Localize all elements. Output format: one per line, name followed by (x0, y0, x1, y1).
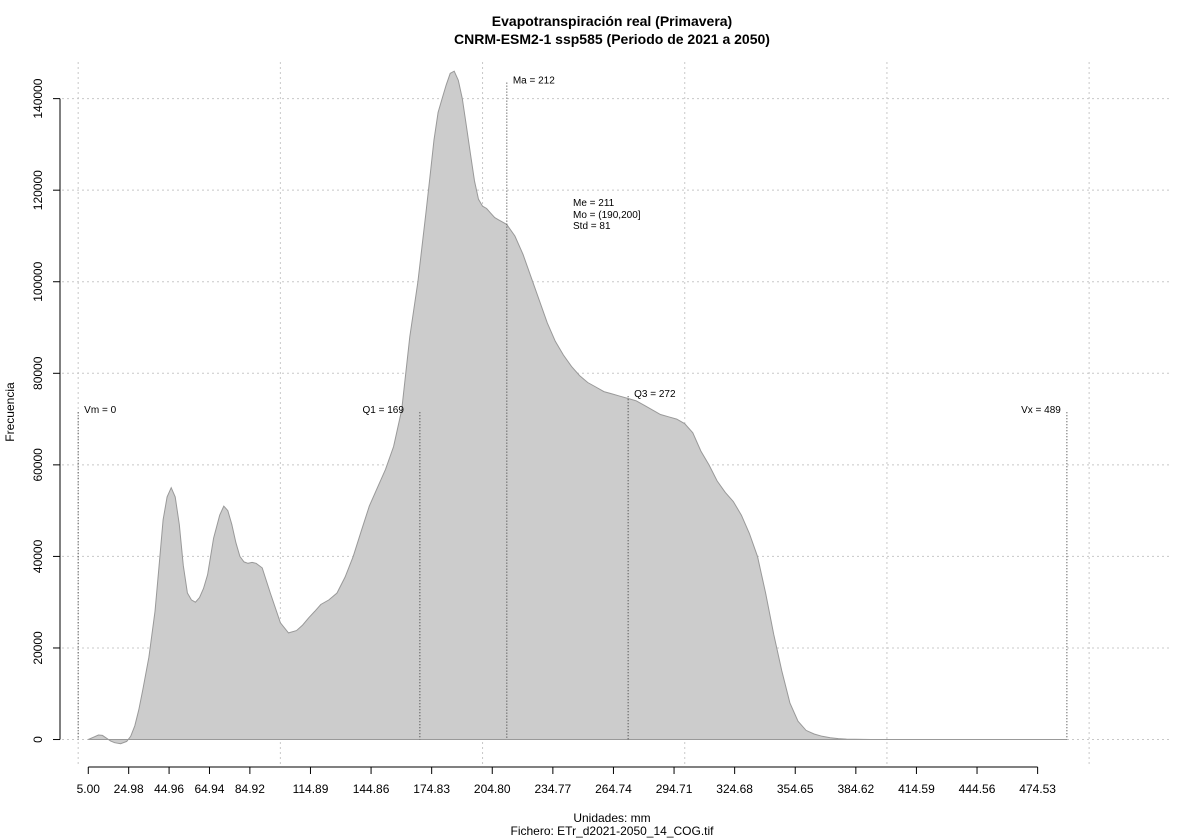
x-axis-label: Unidades: mm (573, 811, 650, 825)
x-tick-label: 204.80 (474, 782, 511, 796)
x-tick-label: 24.98 (114, 782, 144, 796)
y-tick-label: 40000 (31, 539, 45, 573)
marker-label: Vm = 0 (84, 405, 116, 416)
x-tick-label: 444.56 (959, 782, 996, 796)
x-tick-label: 114.89 (293, 782, 329, 796)
x-tick-label: 5.00 (77, 782, 101, 796)
x-tick-label: 144.86 (353, 782, 390, 796)
x-tick-label: 324.68 (716, 782, 753, 796)
x-tick-label: 294.71 (656, 782, 693, 796)
chart-title: Evapotranspiración real (Primavera) (492, 13, 732, 29)
file-name-label: Fichero: ETr_d2021-2050_14_COG.tif (511, 824, 715, 838)
x-tick-label: 84.92 (235, 782, 265, 796)
x-tick-label: 414.59 (898, 782, 935, 796)
y-tick-label: 140000 (31, 78, 45, 118)
x-tick-label: 384.62 (837, 782, 874, 796)
y-tick-label: 0 (31, 736, 45, 743)
y-axis-label: Frecuencia (3, 382, 17, 442)
x-tick-label: 354.65 (777, 782, 814, 796)
y-tick-label: 120000 (31, 170, 45, 210)
chart-subtitle: CNRM-ESM2-1 ssp585 (Periodo de 2021 a 20… (454, 31, 770, 47)
x-tick-label: 174.83 (413, 782, 450, 796)
x-tick-label: 264.74 (595, 782, 632, 796)
x-tick-label: 64.94 (194, 782, 224, 796)
marker-label: Ma = 212 (513, 76, 555, 87)
y-tick-label: 80000 (31, 356, 45, 390)
y-tick-label: 100000 (31, 261, 45, 301)
axes: 5.00 24.98 44.96 64.94 84.92 114.89 144.86 174.… (31, 78, 1056, 796)
marker-label: Q3 = 272 (634, 389, 676, 400)
mode-label: Mo = (190,200] (573, 210, 641, 221)
x-tick-label: 44.96 (154, 782, 184, 796)
median-label: Me = 211 (573, 198, 615, 209)
density-area (88, 70, 1067, 745)
std-label: Std = 81 (573, 221, 611, 232)
y-tick-label: 60000 (31, 448, 45, 482)
marker-label: Q1 = 169 (362, 405, 404, 416)
marker-label: Vx = 489 (1021, 405, 1061, 416)
marker-lines: Vm = 0 Q1 = 169 Ma = 212 Q3 = 272 Vx = 489 (77, 76, 1068, 740)
x-tick-label: 234.77 (535, 782, 572, 796)
x-tick-label: 474.53 (1019, 782, 1056, 796)
y-tick-label: 20000 (31, 631, 45, 665)
stats-block: Me = 211 Mo = (190,200] Std = 81 (573, 198, 641, 232)
